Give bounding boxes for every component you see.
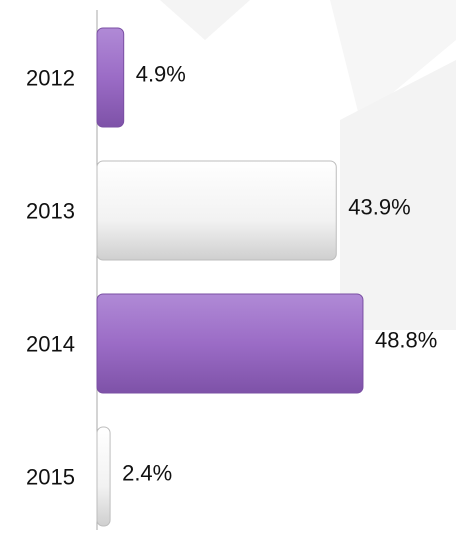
value-label: 48.8% [375,327,437,352]
background-shape [330,0,456,120]
bar [96,293,364,394]
bar [96,426,111,527]
y-tick-label: 2013 [26,198,75,223]
y-tick-label: 2014 [26,331,75,356]
value-label: 43.9% [348,194,410,219]
value-label: 4.9% [136,61,186,86]
background-shape [340,60,456,330]
y-tick-label: 2015 [26,464,75,489]
bar [96,27,125,128]
bar [96,160,337,261]
value-label: 2.4% [122,460,172,485]
y-tick-label: 2012 [26,65,75,90]
background-shape [160,0,250,40]
